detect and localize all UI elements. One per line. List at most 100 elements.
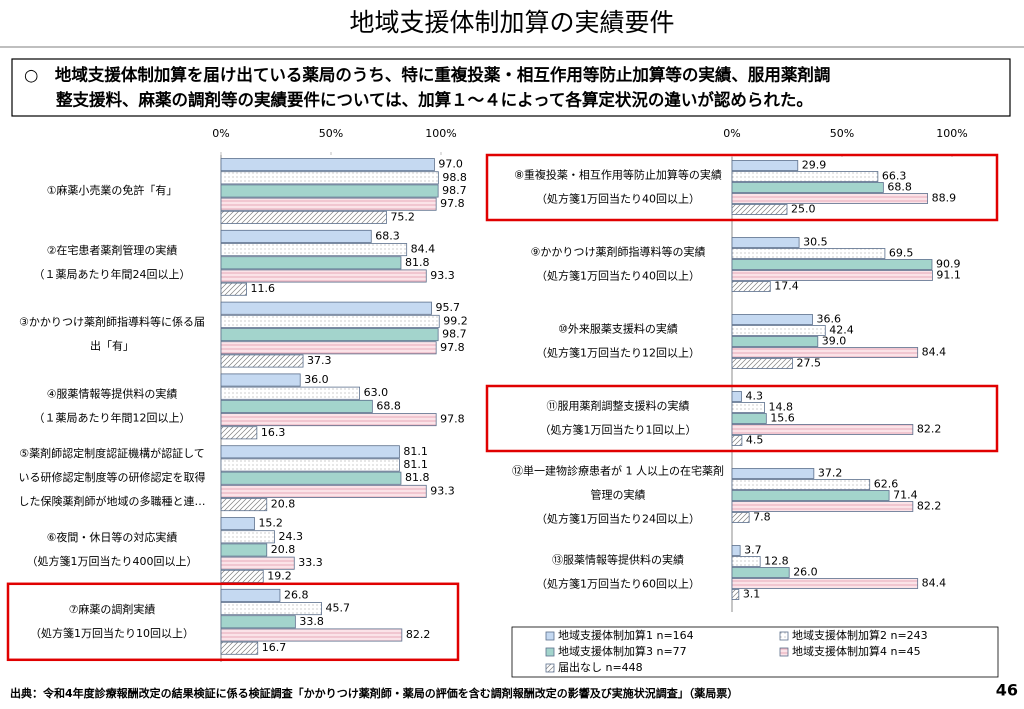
bar <box>731 325 826 336</box>
bar <box>731 270 933 281</box>
bar <box>220 628 403 642</box>
value-label: 82.2 <box>917 423 942 436</box>
bar <box>731 182 884 193</box>
bar <box>220 328 439 342</box>
bar <box>220 314 440 328</box>
bar <box>220 243 408 257</box>
bar <box>220 197 437 211</box>
bar <box>731 281 771 292</box>
value-label: 68.8 <box>887 181 912 194</box>
value-label: 81.8 <box>405 256 430 269</box>
value-label: 69.5 <box>889 247 914 260</box>
bar <box>731 512 750 523</box>
value-label: 39.0 <box>822 335 847 348</box>
page-number: 46 <box>996 681 1018 700</box>
value-label: 3.1 <box>743 588 761 601</box>
bar <box>220 569 264 583</box>
bar <box>220 282 247 296</box>
bar <box>220 517 255 531</box>
value-label: 24.3 <box>278 530 303 543</box>
bar <box>731 204 788 215</box>
value-label: 12.8 <box>764 555 789 568</box>
bar <box>220 530 275 544</box>
value-label: 15.2 <box>258 517 283 530</box>
bar <box>731 556 761 567</box>
bar <box>220 413 437 427</box>
bar <box>731 413 767 424</box>
category-label: ⑪服用薬剤調整支援料の実績 <box>547 399 690 413</box>
bar <box>220 458 400 472</box>
value-label: 4.5 <box>746 434 764 447</box>
value-label: 91.1 <box>936 269 961 282</box>
category-label: （１薬局あたり年間12回以上） <box>34 410 191 424</box>
value-label: 37.2 <box>818 467 843 480</box>
category-label: ③かかりつけ薬剤師指導料等に係る届 <box>19 315 205 329</box>
value-label: 81.1 <box>403 445 428 458</box>
bar <box>220 641 259 655</box>
value-label: 27.5 <box>797 357 822 370</box>
category-label: 出「有」 <box>90 339 134 353</box>
category-label: ①麻薬小売業の免許「有」 <box>47 183 178 197</box>
value-label: 62.6 <box>874 478 899 491</box>
legend-label: 地域支援体制加算2 n=243 <box>792 628 928 642</box>
x-tick-label: 50% <box>319 127 343 140</box>
bar <box>731 435 743 446</box>
bar <box>220 445 400 459</box>
value-label: 15.6 <box>770 412 795 425</box>
category-label: （処方箋1万回当たり1回以上） <box>540 423 697 437</box>
slide-title: 地域支援体制加算の実績要件 <box>349 8 674 37</box>
bar <box>220 484 427 498</box>
x-tick-label: 0% <box>212 127 229 140</box>
bar <box>220 602 322 616</box>
value-label: 45.7 <box>326 602 351 615</box>
category-label: ⑩外来服薬支援料の実績 <box>558 322 678 336</box>
value-label: 93.3 <box>430 269 455 282</box>
bar <box>731 193 928 204</box>
bar <box>220 399 373 413</box>
value-label: 4.3 <box>745 390 763 403</box>
legend-box <box>511 626 999 678</box>
legend-label: 地域支援体制加算4 n=45 <box>792 644 921 658</box>
bar <box>731 490 890 501</box>
bar <box>220 158 435 172</box>
value-label: 19.2 <box>267 569 292 582</box>
category-label: ⑥夜間・休日等の対応実績 <box>47 530 178 544</box>
bar <box>220 256 402 270</box>
value-label: 98.7 <box>442 184 467 197</box>
category-label: （処方箋1万回当たり40回以上） <box>536 192 700 206</box>
category-label: ⑫単一建物診療患者が 1 人以上の在宅薬剤 <box>512 464 724 478</box>
value-label: 37.3 <box>307 354 332 367</box>
value-label: 97.8 <box>440 197 465 210</box>
bar <box>220 386 361 400</box>
value-label: 14.8 <box>769 401 794 414</box>
highlight-box <box>485 384 999 453</box>
value-label: 26.0 <box>793 566 818 579</box>
value-label: 98.7 <box>442 328 467 341</box>
value-label: 82.2 <box>917 500 942 513</box>
value-label: 68.8 <box>376 399 401 412</box>
value-label: 99.2 <box>443 314 468 327</box>
legend-swatch <box>545 647 555 657</box>
bar <box>731 402 765 413</box>
bar <box>220 426 258 440</box>
x-tick-label: 0% <box>723 127 740 140</box>
value-label: 93.3 <box>430 484 455 497</box>
category-label: （１薬局あたり年間24回以上） <box>34 267 191 281</box>
value-label: 84.4 <box>922 346 947 359</box>
bar <box>220 615 296 629</box>
bar <box>220 354 304 368</box>
bar <box>220 229 372 243</box>
x-tick-label: 50% <box>830 127 854 140</box>
category-label: （処方箋1万回当たり12回以上） <box>536 346 700 360</box>
bar <box>731 237 800 248</box>
bar <box>220 556 295 570</box>
value-label: 95.7 <box>436 301 461 314</box>
value-label: 90.9 <box>936 258 961 271</box>
value-label: 11.6 <box>251 282 276 295</box>
value-label: 29.9 <box>802 159 827 172</box>
value-label: 98.8 <box>442 171 467 184</box>
bar <box>220 543 268 557</box>
category-label: ⑤薬剤師認定制度認証機構が認証して <box>19 446 205 460</box>
value-label: 17.4 <box>774 280 799 293</box>
